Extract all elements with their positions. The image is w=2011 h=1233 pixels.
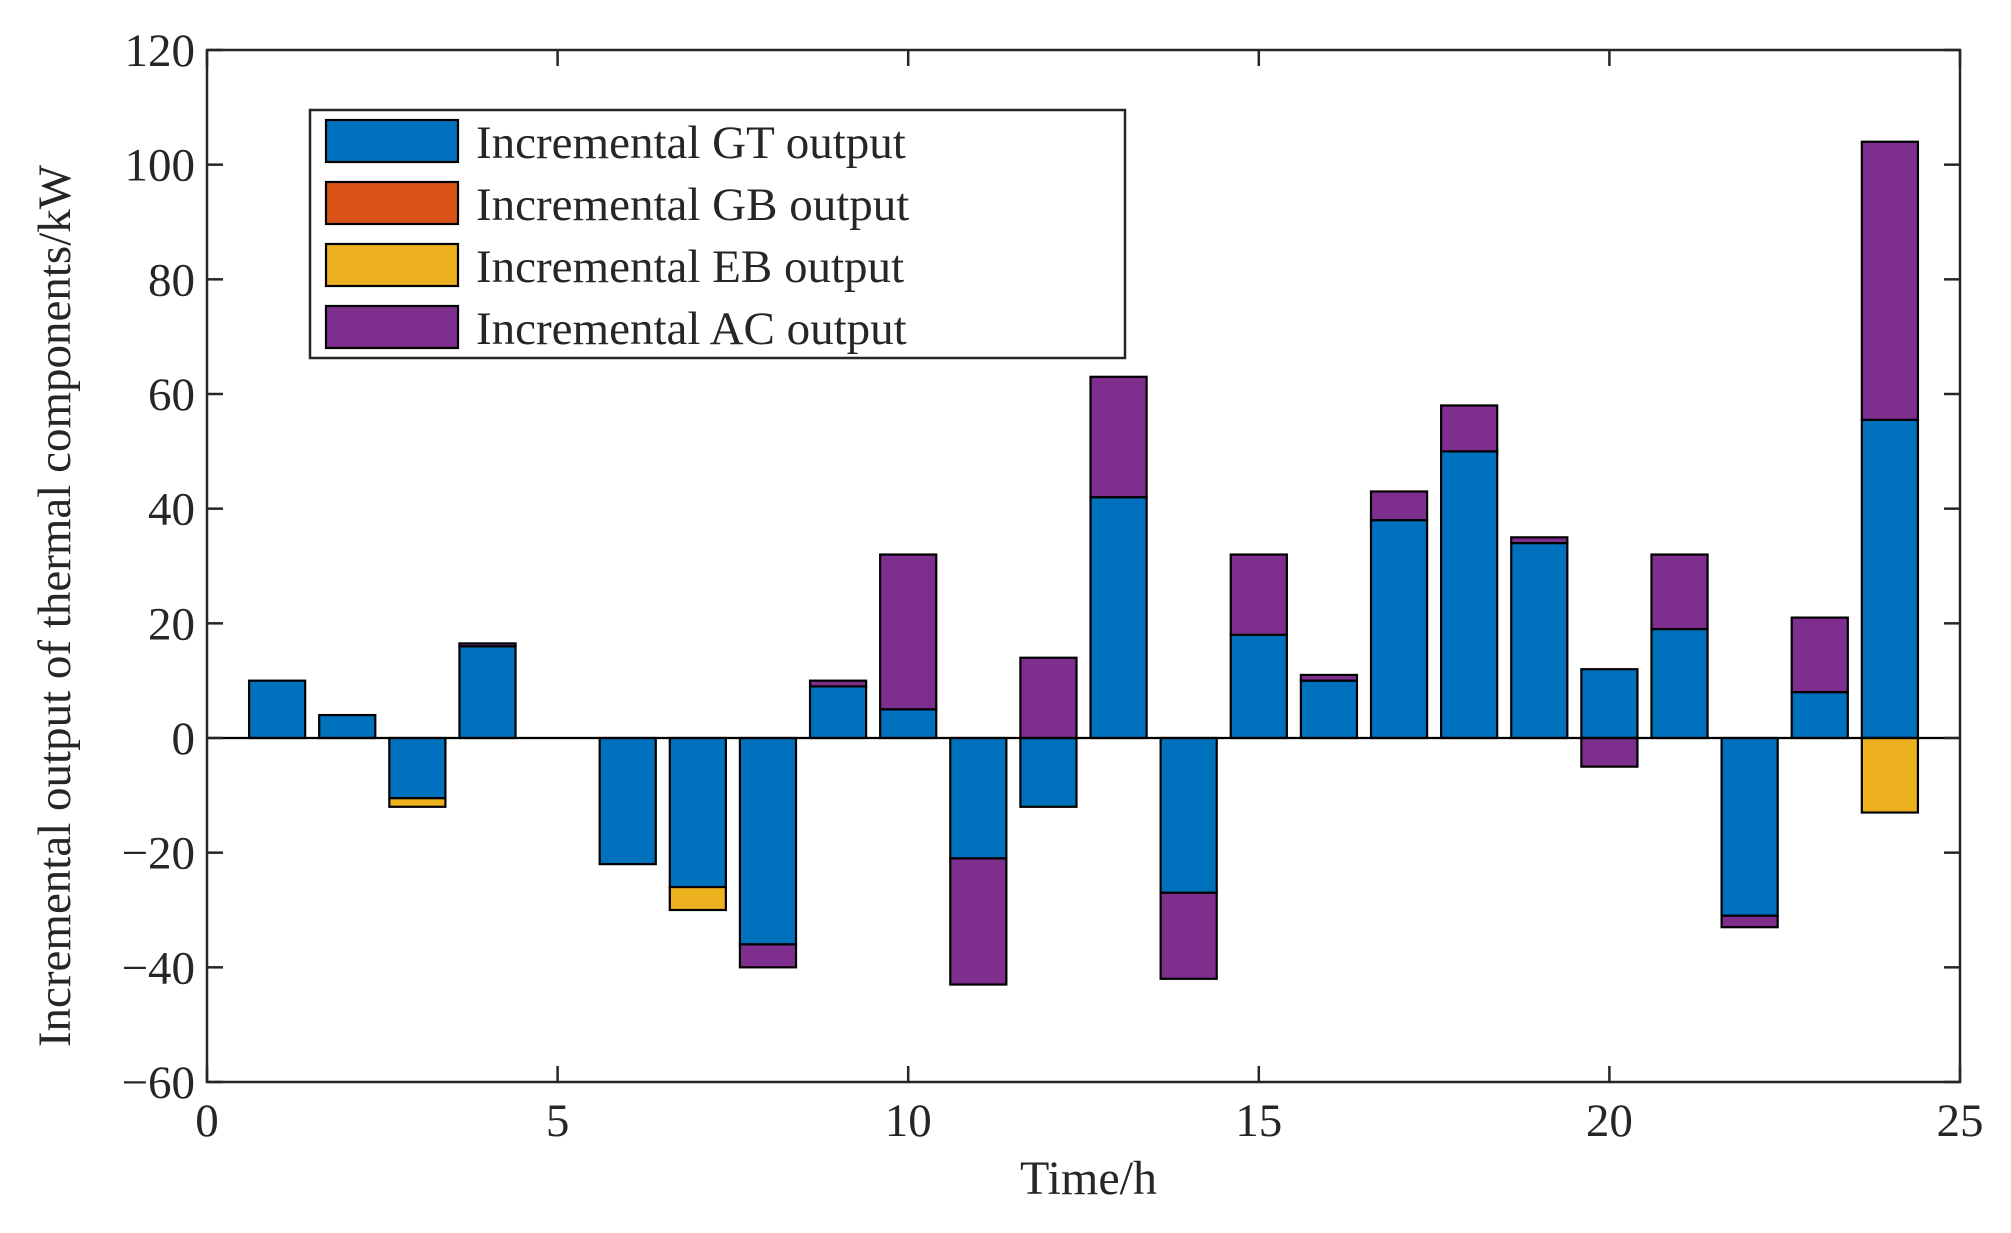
bar-t16-s4 [1299,673,1359,682]
bar-t15-s4 [1229,553,1288,636]
x-tick-label: 15 [1235,1095,1282,1147]
legend-label-4: Incremental AC output [476,303,907,355]
x-tick-label: 5 [546,1095,570,1147]
bar-t19-s1 [1510,541,1569,740]
y-tick-label: −40 [121,942,195,994]
y-tick-label: 40 [148,484,195,536]
bar-t3-s3 [388,797,447,808]
bar-t19-s4 [1510,536,1569,545]
bar-t11-s1 [949,736,1008,860]
bar-t10-s4 [879,553,938,711]
x-axis-label: Time/h [1020,1152,1157,1205]
bars-layer [247,140,1920,986]
bar-t15-s1 [1229,633,1288,740]
bar-t11-s4 [949,857,1008,986]
bar-t17-s1 [1369,519,1429,740]
bar-t24-s1 [1860,418,1920,740]
bar-t4-s4 [458,642,517,648]
y-tick-label: 20 [148,598,195,650]
legend-swatch-3 [324,242,460,288]
bar-t2-s1 [318,713,377,740]
bar-t23-s1 [1790,691,1849,740]
bar-t3-s1 [388,736,447,800]
bar-t9-s1 [808,685,868,740]
bar-t22-s1 [1720,736,1779,917]
bar-t21-s4 [1650,553,1709,631]
bar-t20-s1 [1580,668,1639,740]
bar-t7-s1 [668,736,727,889]
axes-box [205,48,1962,1084]
bar-t22-s4 [1720,914,1779,929]
bar-t18-s1 [1440,450,1499,740]
ticks-layer: 0 5 10 15 20 25 −60 −40 −20 0 20 40 60 80 100 120 [121,25,1983,1147]
bar-t14-s4 [1159,891,1218,980]
bar-t13-s1 [1089,496,1148,740]
y-tick-label: 100 [125,140,196,192]
bar-t8-s4 [738,943,798,969]
bar-t20-s4 [1580,736,1639,768]
y-tick-label: 60 [148,369,195,421]
bar-t7-s3 [668,885,727,912]
legend-label-3: Incremental EB output [476,241,904,293]
y-tick-label: 0 [172,713,196,765]
legend-label-1: Incremental GT output [476,117,906,169]
bar-t16-s1 [1299,679,1359,740]
y-tick-label: 120 [125,25,196,77]
bar-t9-s4 [808,679,868,688]
y-tick-label: 80 [148,254,195,306]
legend-swatch-1 [324,118,460,164]
bar-t1-s1 [247,679,307,740]
legend-label-2: Incremental GB output [476,179,909,231]
bar-t24-s4 [1860,140,1920,421]
bar-t23-s4 [1790,616,1849,694]
bar-t18-s4 [1440,404,1499,453]
bar-t10-s1 [879,708,938,740]
y-axis-label: Incremental output of thermal components… [29,164,81,1047]
legend-swatch-2 [324,180,460,226]
y-tick-label: −60 [121,1057,195,1109]
x-tick-label: 0 [195,1095,219,1147]
y-tick-label: −20 [121,828,195,880]
legend-swatch-4 [324,304,460,350]
bar-t8-s1 [738,736,798,946]
bar-t17-s4 [1369,490,1429,522]
bar-t4-s1 [458,645,517,740]
bar-t21-s1 [1650,627,1709,740]
x-tick-label: 20 [1586,1095,1633,1147]
legend: Incremental GT output Incremental GB outp… [308,108,1127,360]
x-tick-label: 25 [1937,1095,1984,1147]
bar-t12-s1 [1019,736,1078,808]
bar-t12-s4 [1019,656,1078,740]
bar-t6-s1 [598,736,657,866]
x-tick-label: 10 [885,1095,932,1147]
bar-t14-s1 [1159,736,1218,894]
bar-t13-s4 [1089,375,1148,499]
bar-t24-s3 [1860,736,1920,814]
